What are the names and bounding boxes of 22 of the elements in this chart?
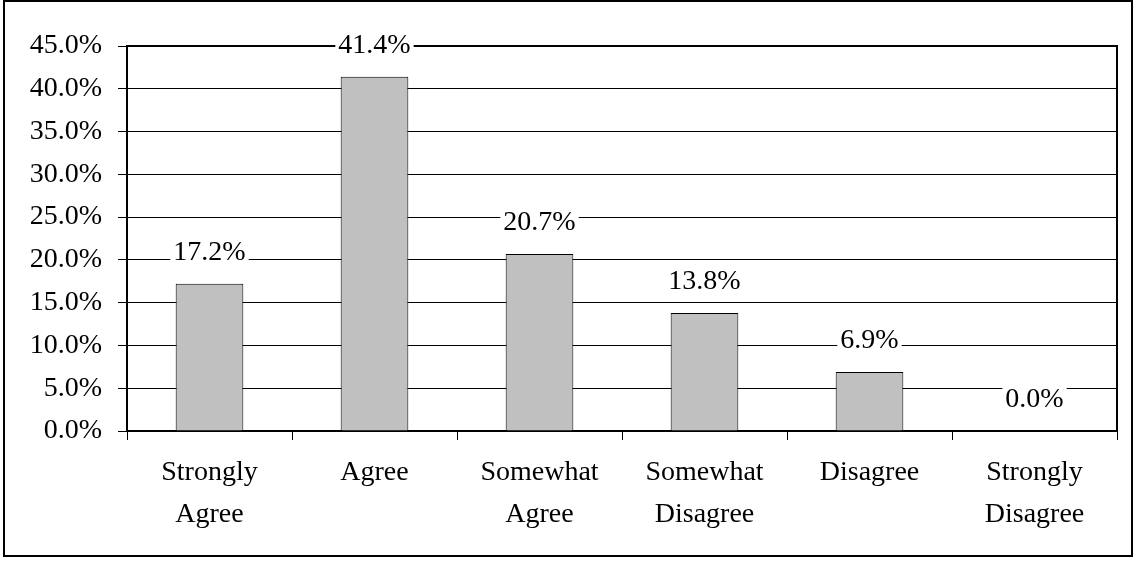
y-tick-label: 5.0% <box>43 370 102 402</box>
y-tick-label: 10.0% <box>29 327 102 359</box>
y-tick-label: 0.0% <box>43 413 102 445</box>
y-tick-label: 15.0% <box>29 285 102 317</box>
y-tick-label: 35.0% <box>29 113 102 145</box>
y-tick-label: 20.0% <box>29 242 102 274</box>
x-tick-label: Somewhat Agree <box>480 455 599 529</box>
x-tick-label: Strongly Agree <box>161 455 258 529</box>
data-label: 41.4% <box>338 27 411 59</box>
data-label: 20.7% <box>503 204 576 236</box>
data-label: 6.9% <box>840 322 899 354</box>
x-tick-label: Disagree <box>819 455 920 487</box>
y-tick-label: 45.0% <box>29 28 102 60</box>
x-tick-label: Strongly Disagree <box>984 455 1085 529</box>
data-label: 13.8% <box>668 263 741 295</box>
y-tick-label: 40.0% <box>29 71 102 103</box>
x-tick-label: Agree <box>340 455 409 487</box>
y-tick-label: 25.0% <box>29 199 102 231</box>
y-tick-label: 30.0% <box>29 156 102 188</box>
data-label: 17.2% <box>173 234 246 266</box>
x-tick-label: Somewhat Disagree <box>645 455 764 529</box>
data-label: 0.0% <box>1005 382 1064 413</box>
